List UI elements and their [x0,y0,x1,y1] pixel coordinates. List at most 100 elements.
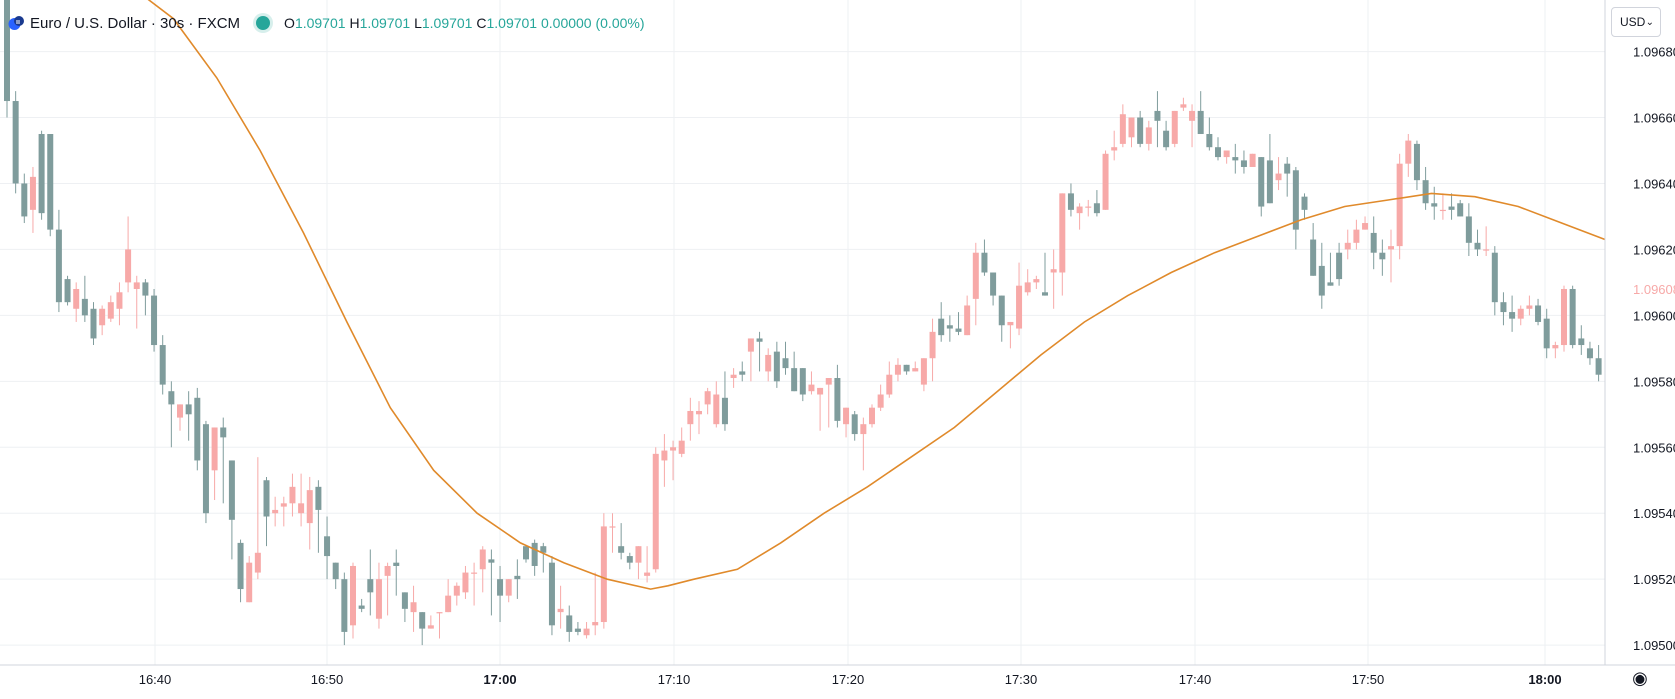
candle[interactable] [401,592,408,623]
candle[interactable] [47,134,54,237]
candle[interactable] [1059,193,1066,296]
candle[interactable] [799,368,806,402]
candle[interactable] [168,381,175,448]
candle[interactable] [1093,190,1100,217]
candle[interactable] [246,556,253,603]
candle[interactable] [929,318,936,382]
candle[interactable] [1526,295,1533,316]
candle[interactable] [990,272,997,306]
candle[interactable] [1388,229,1394,283]
candle[interactable] [713,381,720,428]
candle[interactable] [1336,242,1343,286]
candle[interactable] [1543,308,1550,359]
candle[interactable] [1024,269,1031,296]
candle[interactable] [90,302,97,346]
candle[interactable] [1561,285,1567,352]
candle[interactable] [514,559,521,599]
candle[interactable] [773,341,780,388]
candle[interactable] [704,387,711,415]
candle[interactable] [1128,117,1135,148]
candle[interactable] [81,275,88,322]
candle[interactable] [393,549,400,596]
candle[interactable] [825,378,832,428]
candle[interactable] [955,312,962,336]
candle[interactable] [185,391,192,441]
candle[interactable] [1016,262,1023,336]
candle[interactable] [419,612,426,646]
candle[interactable] [202,420,209,524]
candle[interactable] [1301,193,1308,220]
candle[interactable] [1370,216,1377,270]
candle[interactable] [886,361,893,398]
candle[interactable] [1042,252,1048,296]
candle[interactable] [1249,153,1256,167]
candle[interactable] [1232,143,1239,174]
candle[interactable] [375,562,382,629]
candle[interactable] [436,612,443,639]
candle[interactable] [453,582,460,606]
candle[interactable] [756,331,763,372]
candle[interactable] [142,279,149,316]
candle[interactable] [99,305,106,336]
candle[interactable] [851,410,858,441]
candle[interactable] [1569,285,1576,349]
candle[interactable] [177,404,183,431]
candle[interactable] [998,295,1005,342]
candle[interactable] [1171,110,1178,148]
candle[interactable] [1474,229,1481,257]
candle[interactable] [488,549,495,616]
candle[interactable] [644,546,651,583]
candle[interactable] [1033,275,1040,289]
candle[interactable] [1318,242,1325,309]
candle[interactable] [1413,140,1420,191]
candle[interactable] [903,364,910,375]
candle[interactable] [592,572,599,636]
candle[interactable] [1379,239,1386,276]
candle[interactable] [1215,137,1221,161]
candle[interactable] [912,361,919,372]
candle[interactable] [324,516,331,580]
candle[interactable] [1535,298,1542,326]
candle[interactable] [696,401,702,435]
candle[interactable] [652,447,659,573]
candle[interactable] [817,387,824,431]
candle[interactable] [38,130,45,220]
candle[interactable] [12,91,19,194]
candle[interactable] [981,239,988,276]
candle[interactable] [920,358,927,392]
candle[interactable] [384,562,391,616]
candle[interactable] [1353,219,1360,250]
candle[interactable] [1439,193,1446,220]
candle[interactable] [237,539,244,603]
candle[interactable] [1586,341,1593,365]
candle[interactable] [1552,341,1559,359]
candle[interactable] [765,348,772,382]
candle[interactable] [1275,157,1282,191]
candle[interactable] [1457,199,1464,217]
candle[interactable] [964,295,971,336]
candle[interactable] [523,546,529,563]
candle[interactable] [358,598,365,613]
candle[interactable] [730,368,737,388]
candle[interactable] [133,275,140,329]
candle[interactable] [782,341,789,375]
candle[interactable] [1163,120,1170,151]
candle[interactable] [254,457,261,580]
candle[interactable] [1206,117,1213,151]
candle[interactable] [548,556,555,636]
candle[interactable] [1362,216,1369,230]
candle[interactable] [1111,130,1118,161]
candle[interactable] [1189,104,1196,148]
candle[interactable] [540,542,547,573]
candle[interactable] [1292,166,1299,250]
candle[interactable] [1327,252,1334,286]
candle[interactable] [272,496,279,527]
candle[interactable] [1448,193,1455,220]
candle[interactable] [626,552,633,570]
candle[interactable] [1240,150,1247,174]
candle[interactable] [29,166,36,233]
candle[interactable] [1405,134,1412,177]
candle[interactable] [1154,91,1161,148]
candle[interactable] [263,476,270,547]
